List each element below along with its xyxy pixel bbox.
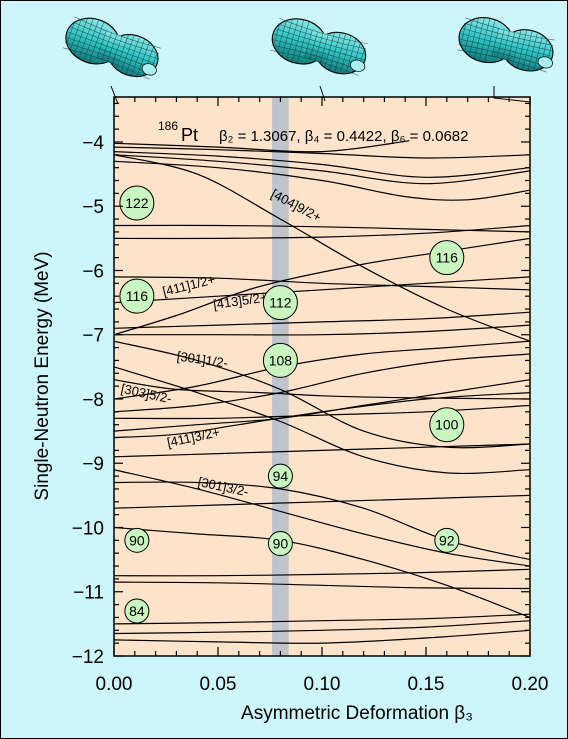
level-curve [114,160,530,201]
shell-gap-circle [429,407,465,443]
y-tick-label: −12 [72,647,104,668]
level-curve [114,140,410,153]
mesh-line [68,32,156,64]
mesh-line [274,34,364,60]
shell-gap-circle [119,185,155,221]
level-curve [114,324,530,336]
shell-gap-number: 112 [269,295,292,311]
x-tick-label: 0.10 [304,674,341,695]
y-axis-title: Single-Neutron Energy (MeV) [32,251,53,500]
mesh-line [279,18,368,45]
x-tick-label: 0.20 [512,674,549,695]
mesh-line [457,49,547,73]
mesh-line [465,17,555,41]
shape-body [270,18,368,76]
level-curve [114,311,530,329]
mesh-line [276,28,365,55]
y-tick-label: −5 [82,197,104,218]
y-tick-label: −10 [72,518,104,539]
y-tick-label: −6 [82,261,104,282]
shell-gap-circle [124,598,150,624]
level-curve [114,224,530,233]
plot-area [114,97,530,656]
shell-gap-number: 92 [439,532,455,548]
level-curve [114,404,530,420]
level-curve [114,276,530,304]
shell-gap-circle [119,278,155,314]
shape-pointer-line [493,97,531,103]
shell-gap-circle [262,285,298,321]
shape-pointer-line [110,85,119,105]
nucleus-symbol: Pt [181,125,198,145]
y-tick-label: −11 [73,583,104,604]
shell-gap-number: 122 [125,195,149,211]
mesh-line [277,23,367,50]
deformation-parameters: β₂ = 1.3067, β₄ = 0.4422, β₆ = 0.0682 [219,128,468,145]
level-curve [114,629,530,644]
orbital-label: [301]1/2- [176,349,229,371]
level-curve [114,340,530,400]
shell-gap-number: 116 [126,288,149,304]
y-tick-label: −9 [82,454,104,475]
mesh-line [270,49,359,76]
shell-gap-circle [267,463,293,489]
shell-gap-number: 100 [435,417,459,433]
nuclear-shape-icon [457,17,555,73]
shell-gap-circle [124,527,150,553]
mesh-line [462,28,553,52]
nuclear-shape-icon [270,18,368,76]
shell-gap-circle [262,342,298,378]
shape-tip [350,59,366,72]
shell-gap-number: 90 [273,536,289,552]
level-curve [114,469,530,567]
shape-pointer-line [319,85,326,102]
level-curve [114,154,530,342]
level-curve [114,276,530,291]
x-axis-title: Asymmetric Deformation β₃ [241,703,473,724]
level-curve [114,146,530,159]
mesh-line [72,21,160,54]
shape-body [63,16,161,80]
shape-tip [537,56,553,69]
level-curve [114,353,530,413]
level-curve [114,443,530,458]
shape-body [457,17,555,73]
shell-gap-number: 108 [269,352,293,368]
x-tick-label: 0.05 [200,674,237,695]
level-curve [114,224,530,240]
shell-gap-circle [267,531,293,557]
shell-gap-number: 116 [436,250,459,266]
nucleus-mass-number: 186 [158,119,178,133]
mesh-line [463,22,554,46]
level-curve [114,392,530,439]
mesh-line [63,47,150,80]
shell-gap-number: 90 [129,532,145,548]
mesh-line [74,16,161,49]
level-curve [114,613,530,625]
y-tick-label: −8 [82,390,104,411]
level-curve [114,568,530,577]
shell-gap-number: 84 [129,603,145,619]
x-tick-label: 0.00 [96,674,133,695]
shell-gap-number: 94 [273,468,289,484]
mesh-line [461,33,551,57]
mesh-line [70,26,158,59]
shell-gap-circle [434,527,460,553]
y-tick-label: −7 [82,326,104,347]
x-tick-label: 0.15 [408,674,445,695]
nuclear-shape-icon [63,16,161,80]
orbital-label: [413]5/2+ [212,290,268,312]
level-curve [114,154,530,185]
shell-gap-circle [429,240,465,276]
level-curve [114,340,530,449]
shape-tip [141,63,157,76]
level-curve [114,151,530,178]
level-curve [114,620,530,635]
level-curve [114,581,530,590]
y-tick-label: −4 [82,133,104,154]
level-curve [114,494,530,509]
